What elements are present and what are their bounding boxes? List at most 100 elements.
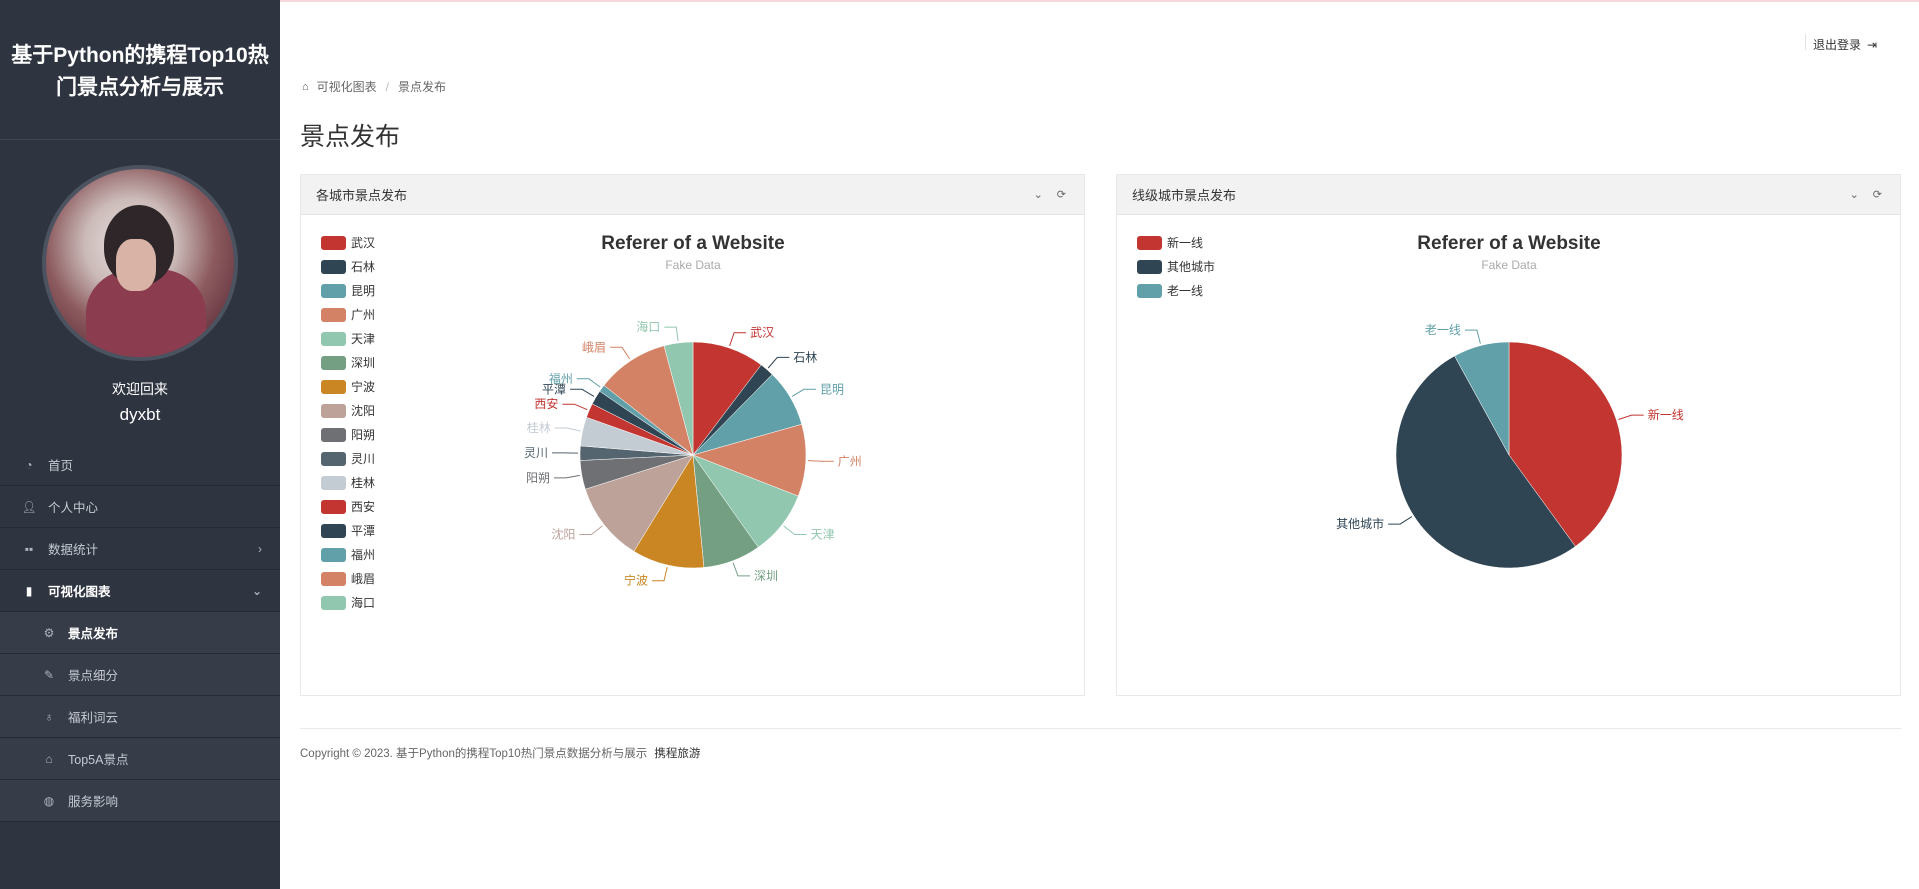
- panel-tools: ⌄ ⟳: [1034, 188, 1066, 201]
- panel-title: 线级城市景点发布: [1132, 188, 1237, 203]
- pie-slice[interactable]: [1508, 341, 1623, 547]
- legend-item[interactable]: 武汉: [351, 236, 375, 250]
- legend-swatch[interactable]: [321, 284, 346, 298]
- submenu-item-spot-release[interactable]: ⚙ 景点发布: [0, 612, 280, 654]
- legend-item[interactable]: 新一线: [1167, 235, 1203, 250]
- sidebar: 基于Python的携程Top10热门景点分析与展示 欢迎回来 dyxbt ◔ 首…: [0, 0, 280, 889]
- submenu-item-label: 福利词云: [68, 711, 119, 725]
- panel-title: 各城市景点发布: [316, 188, 408, 203]
- legend-swatch[interactable]: [321, 332, 346, 346]
- legend-item[interactable]: 广州: [351, 308, 375, 322]
- slice-label: 其他城市: [1336, 516, 1384, 531]
- dashboard-icon: ◔: [25, 457, 33, 472]
- label-line: [570, 388, 595, 397]
- legend-item[interactable]: 沈阳: [351, 403, 375, 418]
- legend-swatch[interactable]: [1137, 284, 1162, 298]
- legend-swatch[interactable]: [321, 260, 346, 274]
- welcome-text: 欢迎回来: [112, 381, 168, 397]
- chart-subtitle: Fake Data: [665, 258, 721, 272]
- collapse-icon[interactable]: ⌄: [1849, 189, 1859, 201]
- legend-item[interactable]: 其他城市: [1167, 259, 1215, 274]
- slice-label: 峨眉: [582, 340, 606, 354]
- panel-tools: ⌄ ⟳: [1850, 188, 1882, 201]
- legend-item[interactable]: 峨眉: [351, 572, 375, 586]
- label-line: [554, 474, 580, 479]
- chart-title: Referer of a Website: [601, 233, 784, 254]
- home-icon[interactable]: ⌂: [302, 80, 309, 93]
- legend-swatch[interactable]: [321, 500, 346, 514]
- breadcrumb-item[interactable]: 可视化图表: [316, 80, 377, 94]
- panel-header: 线级城市景点发布 ⌄ ⟳: [1117, 175, 1900, 215]
- legend-item[interactable]: 石林: [351, 260, 375, 274]
- legend-item[interactable]: 平潭: [351, 524, 375, 538]
- refresh-icon[interactable]: ⟳: [1056, 189, 1066, 201]
- slice-label: 桂林: [527, 420, 551, 435]
- label-line: [576, 378, 601, 388]
- logout-button[interactable]: 退出登录 ⇥: [1805, 34, 1878, 53]
- menu-item-charts[interactable]: ▮ 可视化图表 ⌄: [0, 570, 280, 612]
- submenu-item-top5a[interactable]: ⌂ Top5A景点: [0, 738, 280, 780]
- pie-slice[interactable]: [663, 341, 694, 456]
- legend-item[interactable]: 阳朔: [351, 427, 375, 442]
- refresh-icon[interactable]: ⟳: [1872, 189, 1882, 201]
- legend-swatch[interactable]: [1137, 236, 1162, 250]
- menu-item-profile[interactable]: 👤︎ 个人中心: [0, 486, 280, 528]
- pie-slice[interactable]: [1454, 341, 1510, 456]
- submenu-item-label: 景点发布: [68, 627, 119, 641]
- logout-icon: ⇥: [1867, 37, 1878, 52]
- graduation-cap-icon: ⌂: [45, 751, 53, 766]
- legend-swatch[interactable]: [321, 428, 346, 442]
- pie-slice[interactable]: [584, 454, 694, 552]
- legend-swatch[interactable]: [321, 572, 346, 586]
- legend-item[interactable]: 海口: [351, 595, 375, 610]
- menu-item-label: 首页: [48, 459, 74, 473]
- legend-item[interactable]: 西安: [351, 499, 375, 514]
- legend-item[interactable]: 福州: [351, 547, 375, 562]
- app-title[interactable]: 基于Python的携程Top10热门景点分析与展示: [11, 43, 269, 99]
- chart-title: Referer of a Website: [1417, 233, 1600, 254]
- submenu-item-word-cloud[interactable]: ♁ 福利词云: [0, 696, 280, 738]
- submenu-item-spot-segment[interactable]: ✎ 景点细分: [0, 654, 280, 696]
- footer-brand-link[interactable]: 携程旅游: [654, 748, 701, 760]
- legend-swatch[interactable]: [321, 548, 346, 562]
- slice-label: 石林: [793, 350, 817, 364]
- label-line: [729, 332, 747, 347]
- legend-item[interactable]: 桂林: [351, 475, 375, 490]
- submenu-item-service-impact[interactable]: ◍ 服务影响: [0, 780, 280, 822]
- legend-swatch[interactable]: [321, 476, 346, 490]
- menu-item-home[interactable]: ◔ 首页: [0, 444, 280, 486]
- page-title: 景点发布: [300, 123, 401, 151]
- slice-label: 海口: [636, 319, 660, 334]
- legend-swatch[interactable]: [321, 236, 346, 250]
- pie-slice[interactable]: [692, 341, 762, 456]
- label-line: [1388, 516, 1413, 525]
- slice-label: 西安: [534, 396, 558, 411]
- legend-item[interactable]: 宁波: [351, 379, 375, 394]
- avatar-face: [116, 239, 156, 291]
- slice-label: 深圳: [754, 569, 778, 583]
- legend-item[interactable]: 老一线: [1167, 284, 1203, 298]
- collapse-icon[interactable]: ⌄: [1033, 189, 1043, 201]
- menu-item-statistics[interactable]: ▪▪ 数据统计 ›: [0, 528, 280, 570]
- pie-slice[interactable]: [1395, 355, 1576, 569]
- label-line: [807, 460, 834, 462]
- avatar[interactable]: [42, 165, 238, 361]
- slice-label: 阳朔: [526, 470, 550, 485]
- legend-swatch[interactable]: [321, 356, 346, 370]
- legend-item[interactable]: 天津: [351, 332, 375, 346]
- pie-slice[interactable]: [603, 345, 694, 456]
- legend-item[interactable]: 昆明: [351, 284, 375, 298]
- slice-label: 天津: [811, 528, 835, 542]
- legend-swatch[interactable]: [321, 596, 346, 610]
- legend-swatch[interactable]: [321, 452, 346, 466]
- pie-slice[interactable]: [692, 423, 807, 497]
- legend-swatch[interactable]: [321, 380, 346, 394]
- footer: Copyright © 2023. 基于Python的携程Top10热门景点数据…: [300, 745, 700, 761]
- legend-item[interactable]: 灵川: [351, 452, 375, 466]
- legend-swatch[interactable]: [1137, 260, 1162, 274]
- legend-swatch[interactable]: [321, 308, 346, 322]
- legend-item[interactable]: 深圳: [351, 356, 375, 370]
- legend-swatch[interactable]: [321, 404, 346, 418]
- pie-slice[interactable]: [633, 454, 705, 569]
- legend-swatch[interactable]: [321, 524, 346, 538]
